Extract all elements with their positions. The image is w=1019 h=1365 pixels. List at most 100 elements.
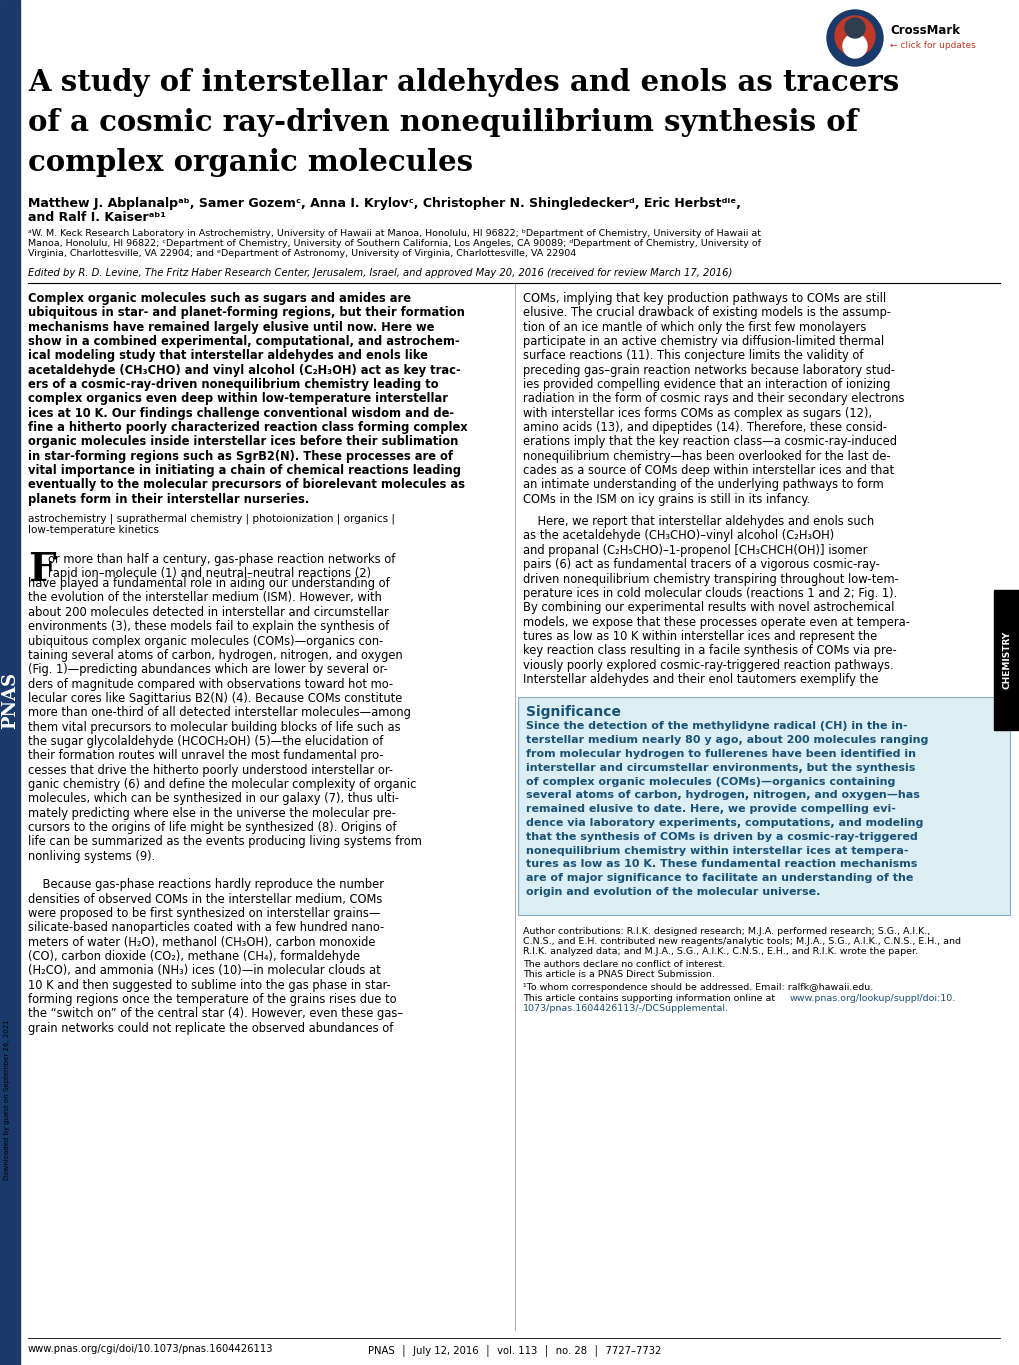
Text: ers of a cosmic-ray-driven nonequilibrium chemistry leading to: ers of a cosmic-ray-driven nonequilibriu…: [28, 378, 438, 390]
Text: complex organic molecules: complex organic molecules: [28, 147, 473, 177]
Text: Manoa, Honolulu, HI 96822; ᶜDepartment of Chemistry, University of Southern Cali: Manoa, Honolulu, HI 96822; ᶜDepartment o…: [28, 239, 760, 248]
Text: Here, we report that interstellar aldehydes and enols such: Here, we report that interstellar aldehy…: [523, 515, 873, 528]
Text: life can be summarized as the events producing living systems from: life can be summarized as the events pro…: [28, 835, 422, 848]
Text: ical modeling study that interstellar aldehydes and enols like: ical modeling study that interstellar al…: [28, 349, 427, 362]
Text: planets form in their interstellar nurseries.: planets form in their interstellar nurse…: [28, 493, 309, 506]
Text: several atoms of carbon, hydrogen, nitrogen, and oxygen—has: several atoms of carbon, hydrogen, nitro…: [526, 790, 919, 800]
Text: and Ralf I. Kaiserᵃᵇ¹: and Ralf I. Kaiserᵃᵇ¹: [28, 212, 166, 224]
Text: grain networks could not replicate the observed abundances of: grain networks could not replicate the o…: [28, 1022, 393, 1035]
Text: viously poorly explored cosmic-ray-triggered reaction pathways.: viously poorly explored cosmic-ray-trigg…: [523, 658, 893, 672]
Text: ices at 10 K. Our findings challenge conventional wisdom and de-: ices at 10 K. Our findings challenge con…: [28, 407, 453, 420]
Text: Interstellar aldehydes and their enol tautomers exemplify the: Interstellar aldehydes and their enol ta…: [523, 673, 877, 685]
Text: rapid ion–molecule (1) and neutral–neutral reactions (2): rapid ion–molecule (1) and neutral–neutr…: [48, 568, 371, 580]
Text: ← click for updates: ← click for updates: [890, 41, 975, 51]
Text: ders of magnitude compared with observations toward hot mo-: ders of magnitude compared with observat…: [28, 677, 392, 691]
Text: radiation in the form of cosmic rays and their secondary electrons: radiation in the form of cosmic rays and…: [523, 392, 904, 405]
Text: models, we expose that these processes operate even at tempera-: models, we expose that these processes o…: [523, 616, 909, 628]
Text: environments (3), these models fail to explain the synthesis of: environments (3), these models fail to e…: [28, 620, 389, 633]
Text: (Fig. 1)—predicting abundances which are lower by several or-: (Fig. 1)—predicting abundances which are…: [28, 663, 387, 676]
Text: F: F: [28, 551, 56, 590]
Text: have played a fundamental role in aiding our understanding of: have played a fundamental role in aiding…: [28, 577, 389, 590]
Circle shape: [844, 18, 864, 38]
Text: meters of water (H₂O), methanol (CH₃OH), carbon monoxide: meters of water (H₂O), methanol (CH₃OH),…: [28, 935, 375, 949]
Text: with interstellar ices forms COMs as complex as sugars (12),: with interstellar ices forms COMs as com…: [523, 407, 871, 420]
Text: This article contains supporting information online at: This article contains supporting informa…: [523, 994, 777, 1003]
Text: amino acids (13), and dipeptides (14). Therefore, these consid-: amino acids (13), and dipeptides (14). T…: [523, 420, 887, 434]
Text: elusive. The crucial drawback of existing models is the assump-: elusive. The crucial drawback of existin…: [523, 306, 891, 319]
Text: the evolution of the interstellar medium (ISM). However, with: the evolution of the interstellar medium…: [28, 591, 381, 605]
Text: nonequilibrium chemistry within interstellar ices at tempera-: nonequilibrium chemistry within interste…: [526, 846, 908, 856]
Text: www.pnas.org/lookup/suppl/doi:10.: www.pnas.org/lookup/suppl/doi:10.: [790, 994, 956, 1003]
Text: PNAS  │  July 12, 2016  │  vol. 113  │  no. 28  │  7727–7732: PNAS │ July 12, 2016 │ vol. 113 │ no. 28…: [368, 1345, 661, 1355]
Text: taining several atoms of carbon, hydrogen, nitrogen, and oxygen: taining several atoms of carbon, hydroge…: [28, 648, 403, 662]
Text: Edited by R. D. Levine, The Fritz Haber Research Center, Jerusalem, Israel, and : Edited by R. D. Levine, The Fritz Haber …: [28, 268, 732, 278]
Text: Because gas-phase reactions hardly reproduce the number: Because gas-phase reactions hardly repro…: [28, 878, 383, 891]
Text: more than one-third of all detected interstellar molecules—among: more than one-third of all detected inte…: [28, 706, 411, 719]
Text: cursors to the origins of life might be synthesized (8). Origins of: cursors to the origins of life might be …: [28, 820, 396, 834]
Bar: [994, 590, 1019, 730]
Text: of a cosmic ray-driven nonequilibrium synthesis of: of a cosmic ray-driven nonequilibrium sy…: [28, 108, 857, 136]
Text: Author contributions: R.I.K. designed research; M.J.A. performed research; S.G.,: Author contributions: R.I.K. designed re…: [523, 927, 929, 936]
Text: or more than half a century, gas-phase reaction networks of: or more than half a century, gas-phase r…: [48, 553, 395, 566]
Text: interstellar and circumstellar environments, but the synthesis: interstellar and circumstellar environme…: [526, 763, 914, 773]
Text: Virginia, Charlottesville, VA 22904; and ᵉDepartment of Astronomy, University of: Virginia, Charlottesville, VA 22904; and…: [28, 248, 576, 258]
Text: mechanisms have remained largely elusive until now. Here we: mechanisms have remained largely elusive…: [28, 321, 434, 333]
Text: CHEMISTRY: CHEMISTRY: [1002, 631, 1011, 689]
Text: their formation routes will unravel the most fundamental pro-: their formation routes will unravel the …: [28, 749, 383, 762]
Text: ies provided compelling evidence that an interaction of ionizing: ies provided compelling evidence that an…: [523, 378, 890, 390]
Text: dence via laboratory experiments, computations, and modeling: dence via laboratory experiments, comput…: [526, 818, 922, 829]
Text: cades as a source of COMs deep within interstellar ices and that: cades as a source of COMs deep within in…: [523, 464, 894, 478]
Text: complex organics even deep within low-temperature interstellar: complex organics even deep within low-te…: [28, 392, 447, 405]
Text: tures as low as 10 K. These fundamental reaction mechanisms: tures as low as 10 K. These fundamental …: [526, 860, 916, 870]
Text: ᵃW. M. Keck Research Laboratory in Astrochemistry, University of Hawaii at Manoa: ᵃW. M. Keck Research Laboratory in Astro…: [28, 229, 760, 238]
Text: cesses that drive the hitherto poorly understood interstellar or-: cesses that drive the hitherto poorly un…: [28, 763, 392, 777]
Text: PNAS: PNAS: [1, 672, 19, 729]
Text: show in a combined experimental, computational, and astrochem-: show in a combined experimental, computa…: [28, 334, 460, 348]
Text: key reaction class resulting in a facile synthesis of COMs via pre-: key reaction class resulting in a facile…: [523, 644, 896, 657]
Text: ubiquitous in star- and planet-forming regions, but their formation: ubiquitous in star- and planet-forming r…: [28, 306, 465, 319]
Text: 1073/pnas.1604426113/-/DCSupplemental.: 1073/pnas.1604426113/-/DCSupplemental.: [523, 1005, 729, 1013]
Text: as the acetaldehyde (CH₃CHO)–vinyl alcohol (C₂H₃OH): as the acetaldehyde (CH₃CHO)–vinyl alcoh…: [523, 530, 834, 542]
Text: fine a hitherto poorly characterized reaction class forming complex: fine a hitherto poorly characterized rea…: [28, 420, 467, 434]
Text: terstellar medium nearly 80 y ago, about 200 molecules ranging: terstellar medium nearly 80 y ago, about…: [526, 736, 927, 745]
Text: A study of interstellar aldehydes and enols as tracers: A study of interstellar aldehydes and en…: [28, 68, 899, 97]
Text: mately predicting where else in the universe the molecular pre-: mately predicting where else in the univ…: [28, 807, 395, 819]
Text: participate in an active chemistry via diffusion-limited thermal: participate in an active chemistry via d…: [523, 334, 883, 348]
Text: origin and evolution of the molecular universe.: origin and evolution of the molecular un…: [526, 887, 819, 897]
Text: Complex organic molecules such as sugars and amides are: Complex organic molecules such as sugars…: [28, 292, 411, 304]
Text: nonliving systems (9).: nonliving systems (9).: [28, 849, 155, 863]
Text: ganic chemistry (6) and define the molecular complexity of organic: ganic chemistry (6) and define the molec…: [28, 778, 416, 790]
Text: astrochemistry | suprathermal chemistry | photoionization | organics |: astrochemistry | suprathermal chemistry …: [28, 513, 394, 524]
Text: (CO), carbon dioxide (CO₂), methane (CH₄), formaldehyde: (CO), carbon dioxide (CO₂), methane (CH₄…: [28, 950, 360, 964]
Text: 10 K and then suggested to sublime into the gas phase in star-: 10 K and then suggested to sublime into …: [28, 979, 390, 992]
Text: vital importance in initiating a chain of chemical reactions leading: vital importance in initiating a chain o…: [28, 464, 461, 478]
Text: that the synthesis of COMs is driven by a cosmic-ray-triggered: that the synthesis of COMs is driven by …: [526, 831, 917, 842]
Text: densities of observed COMs in the interstellar medium, COMs: densities of observed COMs in the inters…: [28, 893, 382, 905]
Text: www.pnas.org/cgi/doi/10.1073/pnas.1604426113: www.pnas.org/cgi/doi/10.1073/pnas.160442…: [28, 1345, 273, 1354]
Text: organic molecules inside interstellar ices before their sublimation: organic molecules inside interstellar ic…: [28, 435, 458, 449]
Text: R.I.K. analyzed data; and M.J.A., S.G., A.I.K., C.N.S., E.H., and R.I.K. wrote t: R.I.K. analyzed data; and M.J.A., S.G., …: [523, 947, 917, 957]
Text: remained elusive to date. Here, we provide compelling evi-: remained elusive to date. Here, we provi…: [526, 804, 895, 814]
Circle shape: [842, 34, 866, 57]
Text: surface reactions (11). This conjecture limits the validity of: surface reactions (11). This conjecture …: [523, 349, 863, 362]
Text: molecules, which can be synthesized in our galaxy (7), thus ulti-: molecules, which can be synthesized in o…: [28, 792, 398, 805]
FancyBboxPatch shape: [518, 698, 1009, 916]
Text: (H₂CO), and ammonia (NH₃) ices (10)—in molecular clouds at: (H₂CO), and ammonia (NH₃) ices (10)—in m…: [28, 965, 380, 977]
Text: are of major significance to facilitate an understanding of the: are of major significance to facilitate …: [526, 874, 912, 883]
Text: tures as low as 10 K within interstellar ices and represent the: tures as low as 10 K within interstellar…: [523, 629, 876, 643]
Text: ¹To whom correspondence should be addressed. Email: ralfk@hawaii.edu.: ¹To whom correspondence should be addres…: [523, 983, 872, 992]
Text: about 200 molecules detected in interstellar and circumstellar: about 200 molecules detected in interste…: [28, 606, 388, 618]
Text: erations imply that the key reaction class—a cosmic-ray-induced: erations imply that the key reaction cla…: [523, 435, 896, 449]
Text: By combining our experimental results with novel astrochemical: By combining our experimental results wi…: [523, 601, 894, 614]
Text: were proposed to be first synthesized on interstellar grains—: were proposed to be first synthesized on…: [28, 906, 380, 920]
Text: ubiquitous complex organic molecules (COMs)—organics con-: ubiquitous complex organic molecules (CO…: [28, 635, 383, 647]
Text: nonequilibrium chemistry—has been overlooked for the last de-: nonequilibrium chemistry—has been overlo…: [523, 449, 890, 463]
Text: COMs in the ISM on icy grains is still in its infancy.: COMs in the ISM on icy grains is still i…: [523, 493, 809, 506]
Text: preceding gas–grain reaction networks because laboratory stud-: preceding gas–grain reaction networks be…: [523, 363, 894, 377]
Circle shape: [826, 10, 882, 66]
Text: pairs (6) act as fundamental tracers of a vigorous cosmic-ray-: pairs (6) act as fundamental tracers of …: [523, 558, 878, 571]
Text: CrossMark: CrossMark: [890, 23, 959, 37]
Text: and propanal (C₂H₅CHO)–1-propenol [CH₃CHCH(OH)] isomer: and propanal (C₂H₅CHO)–1-propenol [CH₃CH…: [523, 543, 866, 557]
Bar: [0, 0, 20, 1365]
Circle shape: [835, 16, 874, 56]
